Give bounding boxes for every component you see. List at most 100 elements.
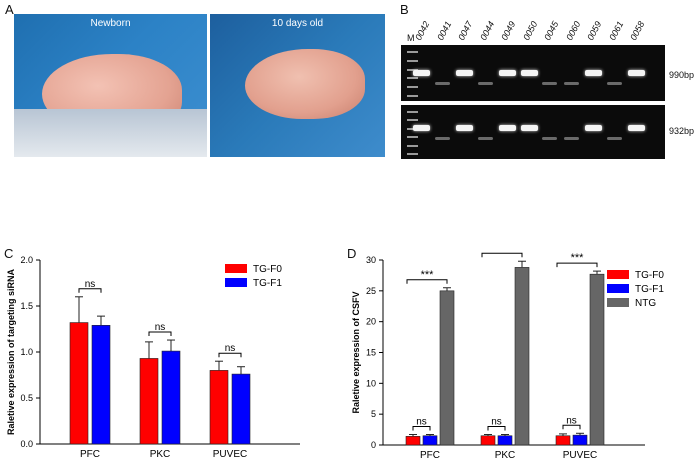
gel-band: [606, 82, 622, 85]
ns-annotation-label: ns: [416, 417, 427, 428]
chart-c: 0.0 0.5 1.0 1.5 2.0 Raletive expression of ta…: [6, 255, 300, 460]
legend-swatch: [225, 264, 247, 273]
significance-annotation-label: ***: [496, 252, 510, 254]
x-tick-label: PFC: [80, 449, 100, 460]
gel-band: [434, 82, 450, 85]
bar: [69, 322, 89, 445]
y-tick-label: 30: [366, 255, 376, 265]
photo-caption-newborn: Newborn: [90, 18, 131, 29]
legend-swatch: [225, 278, 247, 287]
gel-band: [499, 70, 516, 76]
significance-annotation-bracket: [406, 279, 448, 284]
bar: [139, 358, 159, 445]
y-tick-label: 0.5: [20, 393, 33, 403]
bar: [480, 435, 496, 446]
panel-d-letter: D: [347, 246, 357, 261]
gel-marker-band: [407, 111, 418, 113]
gel-lane-label: 0059: [585, 19, 604, 42]
y-tick-label: 1.0: [20, 347, 33, 357]
significance-annotation-label: ***: [421, 269, 435, 281]
gel-marker-band: [407, 136, 418, 139]
x-tick-label: PKC: [150, 449, 171, 460]
legend-swatch: [607, 284, 629, 293]
gel-lane-label: 0041: [434, 19, 453, 42]
y-tick-label: 0: [371, 440, 376, 450]
bar: [555, 435, 571, 446]
y-axis-label: Raletive expression of targeting siRNA: [6, 268, 16, 435]
bar: [405, 436, 421, 446]
gel-band: [434, 137, 450, 140]
gel-marker-band: [407, 68, 418, 71]
ns-annotation-label: ns: [566, 415, 577, 426]
gel-lane-label: 0042: [413, 19, 432, 42]
significance-annotation-bracket: [481, 252, 523, 258]
gel-marker-band: [407, 144, 418, 147]
panel-c-letter: C: [4, 246, 14, 261]
gel-marker-band: [407, 127, 418, 130]
gel-lane-label: 0047: [456, 19, 475, 42]
chart-d: 0 5 10 15 20 25 30 Raletive expression of CSFV P…: [351, 252, 664, 461]
gel-lane-label: 0049: [499, 19, 518, 42]
ns-annotation-bracket: [562, 424, 581, 430]
y-tick-label: 2.0: [20, 255, 33, 265]
gel-lane-label: 0061: [606, 19, 625, 42]
gel-band: [563, 137, 579, 140]
gel-band: [628, 70, 645, 76]
gel-lane-label: 0050: [520, 19, 539, 42]
legend-swatch: [607, 298, 629, 307]
bar: [231, 373, 251, 445]
ns-annotation-bracket: [218, 352, 242, 358]
photo-newborn-piglet: Newborn: [14, 14, 207, 157]
legend-label: TG-F0: [253, 264, 282, 275]
ns-annotation-label: ns: [225, 343, 236, 354]
gel-lane-label: 0044: [477, 19, 496, 42]
gel-lane-label: 0045: [542, 19, 561, 42]
y-tick-label: 0.0: [20, 439, 33, 449]
gel-band: [499, 125, 516, 131]
band-label-990bp: 990bp: [669, 70, 695, 80]
gel-marker-band: [407, 153, 418, 155]
x-tick-label: PUVEC: [213, 449, 247, 460]
band-label-932bp: 932bp: [669, 126, 695, 136]
y-tick-label: 1.5: [20, 301, 33, 311]
x-tick-label: PUVEC: [563, 450, 597, 461]
gel-band: [606, 137, 622, 140]
y-tick-label: 20: [366, 317, 376, 327]
gel-band: [477, 137, 493, 140]
gel-band: [477, 82, 493, 85]
legend-swatch: [607, 270, 629, 279]
bar: [514, 267, 530, 446]
panel-a-letter: A: [5, 2, 14, 17]
bar: [589, 273, 605, 446]
gel-marker-label: M: [407, 33, 415, 43]
gel-band: [520, 70, 538, 76]
gel-marker-band: [407, 77, 418, 80]
gel-band: [542, 137, 557, 140]
gel-band: [456, 125, 473, 131]
gel-band: [456, 70, 473, 76]
x-tick-label: PFC: [420, 450, 440, 461]
bar: [91, 325, 111, 445]
legend-label: TG-F0: [635, 270, 664, 281]
gel-marker-band: [407, 51, 418, 53]
x-tick-label: PKC: [495, 450, 516, 461]
gel-band: [520, 125, 538, 131]
y-tick-label: 10: [366, 378, 376, 388]
ns-annotation-bracket: [78, 288, 102, 293]
gel-lane-label: 0060: [563, 19, 582, 42]
legend-label: TG-F1: [635, 284, 664, 295]
bar: [439, 290, 455, 446]
bar: [572, 434, 588, 446]
y-axis-label: Raletive expression of CSFV: [351, 291, 361, 413]
photo-10-days-piglet: 10 days old: [210, 14, 385, 157]
piglet-10-days-shape: [245, 49, 365, 119]
gel-band: [413, 70, 430, 76]
ns-annotation-bracket: [487, 426, 506, 431]
ns-annotation-bracket: [148, 331, 172, 337]
gel-marker-band: [407, 86, 418, 89]
ns-annotation-label: ns: [85, 279, 96, 290]
gel-band: [413, 125, 430, 131]
bar: [161, 350, 181, 445]
gel-bottom: [401, 105, 665, 159]
ns-annotation-bracket: [412, 426, 431, 431]
